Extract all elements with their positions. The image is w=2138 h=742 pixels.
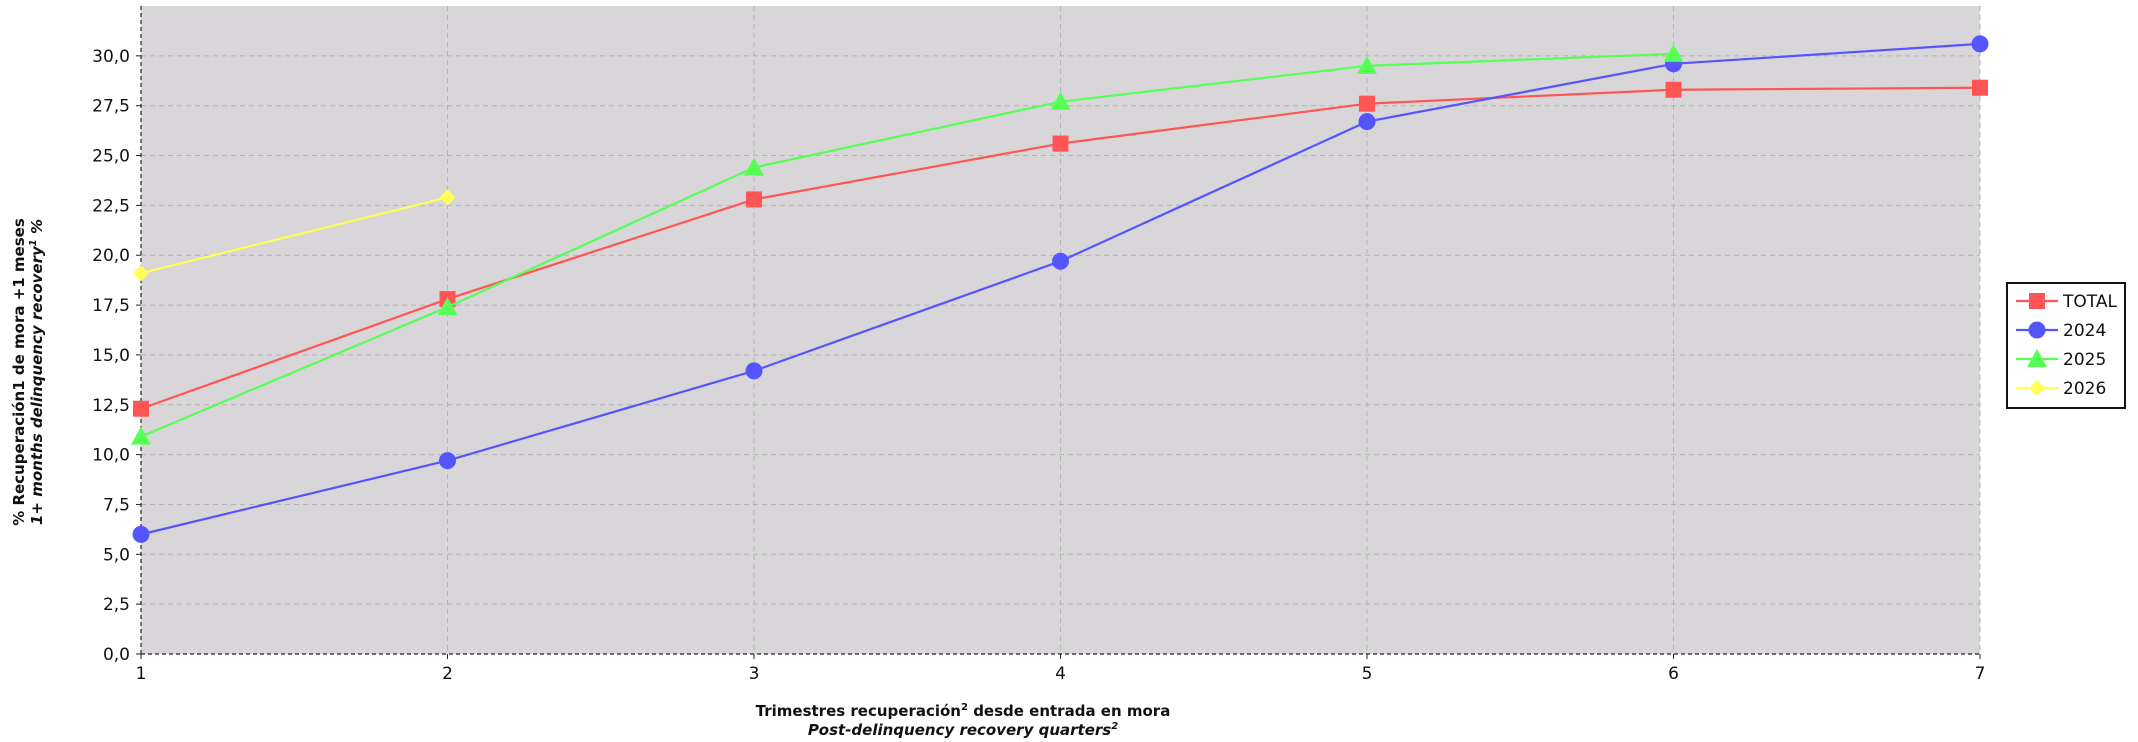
series-group bbox=[131, 35, 1989, 543]
data-point bbox=[133, 265, 149, 282]
series-line-2026 bbox=[140, 196, 448, 275]
y-ticks: 0,0 2,5 5,0 7,5 10,0 12,5 15,0 17,5 20,0 22,5 25,0… bbox=[92, 47, 141, 665]
y-tick-label: 17,5 bbox=[92, 296, 130, 316]
legend: TOTAL 2024 2025 2026 bbox=[2006, 282, 2126, 409]
series-2026 bbox=[133, 189, 456, 282]
legend-item-2026: 2026 bbox=[2016, 379, 2106, 399]
y-tick-label: 22,5 bbox=[92, 196, 130, 216]
legend-swatch-marker bbox=[2028, 321, 2046, 339]
legend-item-2024: 2024 bbox=[2016, 321, 2106, 341]
x-axis-title-line1: Trimestres recuperación2 desde entrada e… bbox=[756, 702, 1171, 720]
data-point bbox=[437, 297, 458, 316]
data-point bbox=[746, 191, 762, 208]
data-point bbox=[133, 400, 149, 417]
legend-label: 2026 bbox=[2063, 379, 2106, 399]
data-point bbox=[131, 426, 151, 445]
data-point bbox=[1358, 113, 1376, 131]
data-point bbox=[1357, 55, 1377, 74]
y-tick-label: 15,0 bbox=[92, 346, 130, 366]
data-point bbox=[132, 525, 150, 543]
y-axis-title-line1: % Recuperación1 de mora +1 meses bbox=[10, 218, 28, 526]
x-tick-label: 2 bbox=[442, 664, 453, 684]
legend-item-2025: 2025 bbox=[2016, 349, 2106, 370]
y-tick-label: 25,0 bbox=[92, 147, 130, 167]
y-tick-label: 0,0 bbox=[103, 645, 130, 665]
y-tick-label: 30,0 bbox=[92, 47, 130, 67]
legend-swatch-marker bbox=[2029, 380, 2045, 396]
x-tick-label: 5 bbox=[1362, 664, 1373, 684]
x-tick-label: 1 bbox=[136, 664, 147, 684]
data-point bbox=[1052, 135, 1069, 152]
legend-label: 2024 bbox=[2063, 321, 2106, 341]
data-point bbox=[745, 362, 763, 380]
data-point bbox=[1663, 43, 1684, 62]
data-point bbox=[1052, 252, 1069, 270]
data-point bbox=[744, 157, 764, 176]
x-tick-label: 3 bbox=[749, 664, 760, 684]
y-tick-label: 20,0 bbox=[92, 246, 130, 266]
y-tick-label: 5,0 bbox=[103, 545, 130, 565]
data-point bbox=[1359, 95, 1375, 112]
data-point bbox=[439, 189, 456, 206]
y-tick-label: 10,0 bbox=[92, 446, 130, 466]
legend-label: 2025 bbox=[2063, 350, 2106, 370]
data-point bbox=[1050, 91, 1071, 110]
data-point bbox=[1972, 79, 1988, 96]
legend-item-total: TOTAL bbox=[2016, 292, 2117, 312]
y-tick-label: 12,5 bbox=[92, 396, 130, 416]
series-line-2025 bbox=[140, 52, 1674, 438]
legend-label: TOTAL bbox=[2062, 292, 2117, 312]
y-tick-label: 7,5 bbox=[103, 495, 130, 515]
legend-swatch-marker bbox=[2027, 349, 2047, 367]
x-tick-label: 4 bbox=[1055, 664, 1066, 684]
y-tick-label: 27,5 bbox=[92, 97, 130, 117]
x-tick-label: 7 bbox=[1975, 664, 1986, 684]
data-point bbox=[439, 452, 456, 470]
x-axis-title-line2: Post-delinquency recovery quarters2 bbox=[808, 721, 1118, 739]
series-2025 bbox=[131, 43, 1684, 445]
x-tick-label: 6 bbox=[1668, 664, 1679, 684]
data-point bbox=[1971, 35, 1989, 53]
x-ticks: 1 2 3 4 5 6 7 bbox=[136, 654, 1986, 684]
y-axis-title-line2: 1+ months delinquency recovery1 % bbox=[28, 219, 46, 525]
y-tick-label: 2,5 bbox=[103, 595, 130, 615]
legend-swatch-marker bbox=[2029, 293, 2045, 309]
data-point bbox=[1665, 81, 1682, 98]
